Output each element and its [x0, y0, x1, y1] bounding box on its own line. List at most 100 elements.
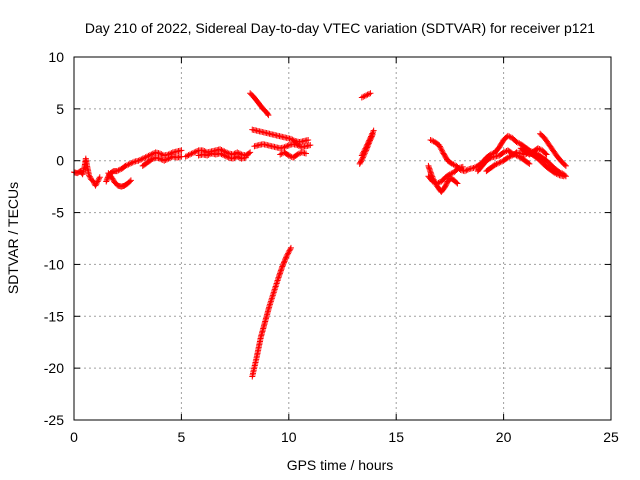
data-point	[247, 149, 254, 156]
data-point	[525, 160, 532, 167]
data-point	[189, 150, 196, 157]
data-point	[534, 145, 541, 152]
data-point	[93, 181, 100, 188]
data-point	[282, 255, 289, 262]
data-point	[123, 162, 130, 169]
data-point	[139, 155, 146, 162]
data-point	[368, 131, 375, 138]
data-point	[447, 160, 454, 167]
data-point	[439, 147, 446, 154]
data-series-segment	[358, 127, 377, 159]
data-point	[192, 148, 199, 155]
data-point	[113, 168, 120, 175]
data-point	[103, 177, 110, 184]
data-point	[285, 250, 292, 257]
data-point	[126, 178, 133, 185]
data-point	[364, 141, 371, 148]
data-point	[364, 140, 371, 147]
data-point	[218, 151, 225, 158]
data-point	[287, 244, 294, 251]
data-point	[281, 258, 288, 265]
data-point	[464, 166, 471, 173]
grid	[74, 57, 611, 420]
data-point	[445, 171, 452, 178]
data-point	[204, 152, 211, 159]
data-point	[435, 179, 442, 186]
data-point	[364, 91, 371, 98]
data-point	[506, 153, 513, 160]
data-point	[191, 149, 198, 156]
x-tick-labels: 0 5 10 15 20 25	[70, 429, 619, 445]
data-point	[497, 159, 504, 166]
data-point	[490, 162, 497, 169]
data-point	[496, 159, 503, 166]
data-point	[125, 161, 132, 168]
data-point	[103, 178, 110, 185]
data-point	[293, 152, 300, 159]
data-point	[135, 157, 142, 164]
y-tick-label: -25	[44, 412, 64, 428]
data-series-segment	[251, 141, 314, 152]
data-series-segment	[537, 130, 569, 169]
data-point	[543, 151, 550, 158]
data-point	[280, 260, 287, 267]
data-point	[278, 150, 285, 157]
data-point	[302, 150, 309, 157]
data-point	[516, 140, 523, 147]
y-tick-labels: -25 -20 -15 -10 -5 0 5 10	[44, 49, 64, 428]
x-tick-label: 25	[603, 429, 619, 445]
x-tick-label: 20	[496, 429, 512, 445]
data-point	[95, 177, 102, 184]
data-point	[365, 90, 372, 97]
data-point	[185, 152, 192, 159]
data-point	[138, 156, 145, 163]
data-point	[282, 143, 289, 150]
data-point	[365, 138, 372, 145]
data-point	[463, 167, 470, 174]
x-tick-label: 0	[70, 429, 78, 445]
y-tick-label: -15	[44, 308, 64, 324]
data-point	[147, 157, 154, 164]
data-point	[305, 136, 312, 143]
data-point	[295, 142, 302, 149]
data-points	[71, 90, 569, 380]
data-point	[96, 175, 103, 182]
data-point	[369, 130, 376, 137]
data-point	[281, 144, 288, 151]
data-point	[128, 160, 135, 167]
data-point	[178, 147, 185, 154]
data-point	[358, 152, 365, 159]
data-point	[461, 168, 468, 175]
data-point	[370, 127, 377, 134]
data-point	[161, 157, 168, 164]
data-point	[434, 180, 441, 187]
data-point	[149, 155, 156, 162]
data-point	[221, 152, 228, 159]
data-point	[360, 93, 367, 100]
data-point	[363, 144, 370, 151]
data-series-segment	[358, 90, 374, 101]
data-point	[513, 139, 520, 146]
data-point	[499, 158, 506, 165]
data-point	[224, 153, 231, 160]
data-point	[234, 153, 241, 160]
x-tick-label: 15	[388, 429, 404, 445]
data-series-segment	[247, 90, 272, 119]
data-point	[486, 155, 493, 162]
data-series-segment	[474, 147, 533, 175]
data-point	[504, 154, 511, 161]
data-point	[439, 149, 446, 156]
axis-ticks	[73, 56, 612, 421]
data-point	[367, 90, 374, 97]
data-point	[158, 151, 165, 158]
data-point	[194, 148, 201, 155]
data-point	[104, 175, 111, 182]
data-point	[129, 159, 136, 166]
data-point	[502, 148, 509, 155]
data-point	[366, 137, 373, 144]
data-point	[115, 167, 122, 174]
data-series-segment	[71, 155, 103, 189]
data-point	[536, 145, 543, 152]
data-point	[499, 150, 506, 157]
